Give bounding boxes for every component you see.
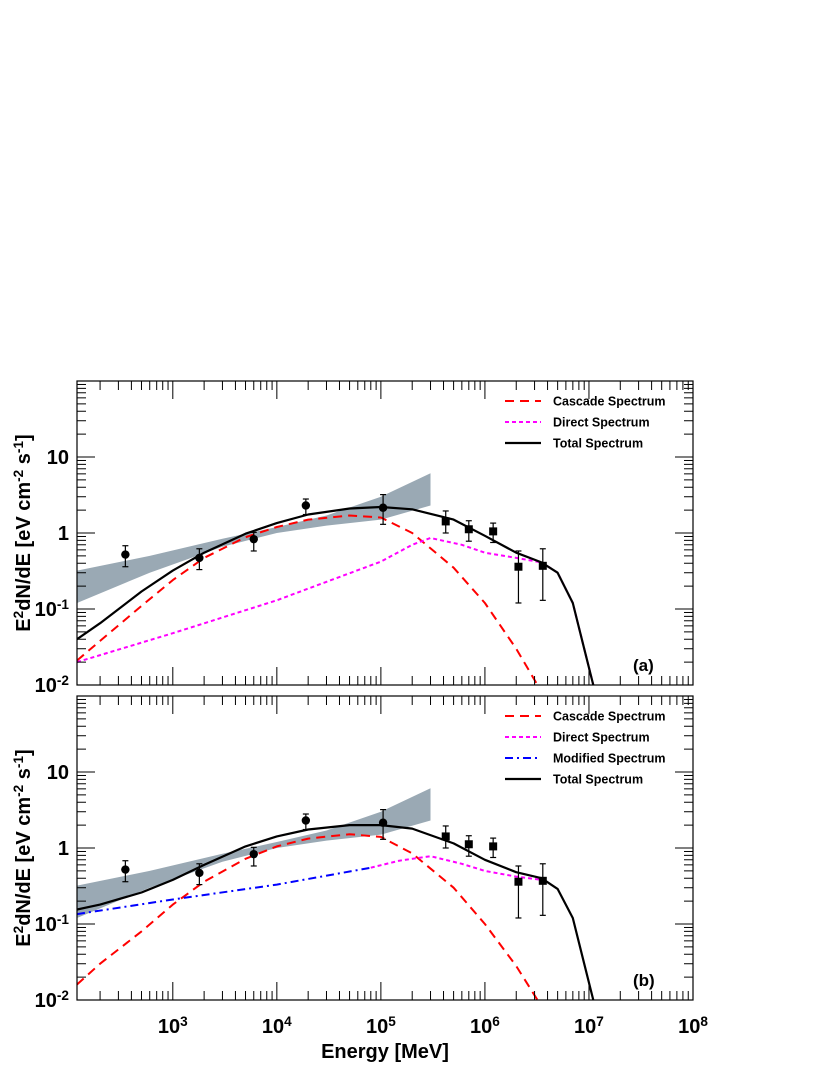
x-axis-title: Energy [MeV] [321, 1041, 449, 1063]
data-point [301, 813, 311, 831]
legend-entry: Direct Spectrum [553, 416, 650, 430]
y-tick-label: 1 [58, 523, 69, 545]
point-marker-square [538, 561, 547, 570]
data-point [464, 835, 473, 857]
series-line-total-spectrum [77, 505, 595, 685]
point-marker-square [464, 525, 473, 534]
y-tick-label: 10-2 [35, 988, 70, 1013]
data-point [121, 860, 130, 883]
point-marker-circle [121, 865, 130, 874]
point-marker-square [464, 840, 473, 849]
series-line-modified-spectrum [77, 866, 371, 916]
legend: Cascade Spectrum Direct Spectrum Total Spe… [505, 395, 666, 451]
data-point [378, 494, 388, 525]
data-point [195, 863, 204, 886]
x-tick-label: 106 [470, 1014, 500, 1039]
y-tick-label: 10 [47, 762, 69, 784]
data-point [301, 498, 311, 516]
panel-label: (b) [633, 971, 655, 990]
data-point [195, 548, 204, 571]
y-tick-label: 1 [58, 838, 69, 860]
point-marker-circle [195, 868, 204, 878]
series-line-cascade-spectrum [77, 833, 539, 1000]
series-line-cascade-spectrum [77, 514, 539, 685]
data-point [489, 522, 498, 544]
point-marker-circle [195, 553, 204, 563]
y-tick-label: 10-2 [35, 673, 70, 698]
x-tick-label: 107 [574, 1014, 604, 1039]
y-tick-label: 10 [47, 447, 69, 469]
point-marker-square [441, 832, 450, 841]
point-marker-circle [378, 503, 388, 512]
y-axis-title: E2dN/dE [eV cm-2 s-1] [11, 749, 36, 946]
point-marker-circle [378, 818, 388, 827]
data-point [249, 531, 258, 552]
point-marker-circle [301, 501, 311, 510]
series-line-direct-spectrum [77, 537, 595, 685]
point-marker-square [489, 842, 498, 851]
panel-b: 10-2 10-1 1 10 103 104 105 106 107 108 E2dN/dE [eV… [11, 695, 708, 1039]
x-tick-label: 104 [262, 1014, 292, 1039]
x-tick-label: 105 [366, 1014, 396, 1039]
data-point [538, 548, 547, 601]
legend-entry: Total Spectrum [553, 773, 643, 787]
point-marker-square [441, 517, 450, 526]
legend-entry: Cascade Spectrum [553, 395, 666, 409]
data-point [464, 520, 473, 542]
legend: Cascade Spectrum Direct Spectrum Modified … [505, 710, 666, 787]
data-point [441, 825, 450, 849]
x-tick-label: 103 [158, 1014, 188, 1039]
legend-entry: Cascade Spectrum [553, 710, 666, 724]
panel-a: 10-2 10-1 1 10 E2dN/dE [eV cm-2 s-1] Cascade … [11, 380, 694, 698]
point-marker-square [489, 527, 498, 536]
legend-entry: Total Spectrum [553, 437, 643, 451]
y-axis-title: E2dN/dE [eV cm-2 s-1] [11, 434, 36, 631]
point-marker-circle [249, 849, 258, 859]
point-marker-circle [121, 550, 130, 559]
plot-area [77, 788, 595, 1000]
point-marker-circle [301, 816, 311, 825]
data-point [514, 865, 523, 919]
data-point [378, 809, 388, 840]
legend-entry: Direct Spectrum [553, 731, 650, 745]
data-point [489, 837, 498, 859]
point-marker-square [514, 562, 523, 571]
data-point [441, 510, 450, 534]
point-marker-square [514, 877, 523, 886]
plot-area [77, 473, 595, 685]
data-point [121, 545, 130, 568]
x-tick-label: 108 [678, 1014, 708, 1039]
legend-entry: Modified Spectrum [553, 752, 666, 766]
data-point [514, 550, 523, 604]
y-tick-label: 10-1 [35, 597, 70, 622]
panel-label: (a) [633, 656, 654, 675]
data-point [538, 863, 547, 916]
y-tick-label: 10-1 [35, 912, 70, 937]
series-line-total-spectrum [77, 824, 595, 1000]
series-line-direct-spectrum [370, 855, 542, 881]
point-marker-circle [249, 534, 258, 544]
point-marker-square [538, 876, 547, 885]
data-point [249, 846, 258, 867]
